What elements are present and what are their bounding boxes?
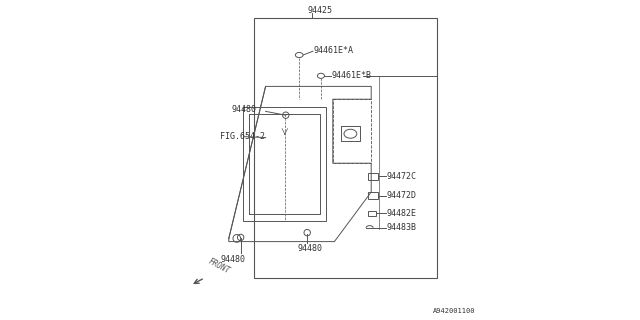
Bar [368, 192, 378, 199]
Text: 94472C: 94472C [387, 172, 416, 181]
Text: 94461E*B: 94461E*B [332, 71, 372, 80]
Text: 94480: 94480 [298, 244, 323, 253]
Text: 94480: 94480 [221, 255, 246, 264]
Bar [254, 18, 437, 278]
Bar [368, 211, 376, 216]
Text: 94461E*A: 94461E*A [314, 46, 354, 55]
Text: 94483B: 94483B [387, 223, 416, 232]
Text: 94425: 94425 [308, 6, 333, 15]
Bar [368, 173, 378, 180]
Text: 94472D: 94472D [387, 191, 416, 200]
Text: 94480: 94480 [232, 105, 257, 114]
Text: FRONT: FRONT [206, 257, 231, 276]
Text: A942001100: A942001100 [433, 308, 475, 314]
Text: FIG.654-2: FIG.654-2 [220, 132, 264, 141]
Ellipse shape [317, 73, 324, 78]
Ellipse shape [296, 52, 303, 58]
Text: 94482E: 94482E [387, 209, 416, 218]
